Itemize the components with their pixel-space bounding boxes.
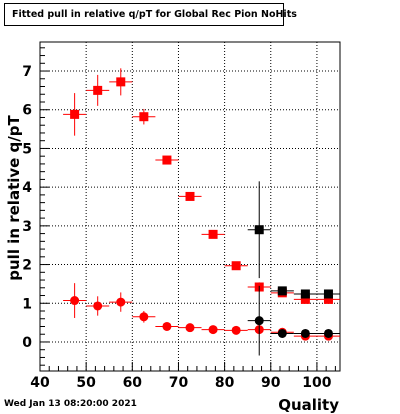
- x-tick-label: 90: [261, 375, 281, 391]
- data-point-circle: [231, 325, 241, 335]
- timestamp: Wed Jan 13 08:20:00 2021: [4, 399, 137, 409]
- x-tick-label: 100: [302, 375, 331, 391]
- data-point-circle: [300, 328, 310, 338]
- x-tick-label: 40: [30, 375, 50, 391]
- data-point-circle: [116, 297, 126, 307]
- x-tick-label: 60: [123, 375, 143, 391]
- data-point-square: [323, 294, 333, 304]
- data-point-circle: [162, 321, 172, 331]
- data-point-square: [70, 109, 80, 119]
- y-tick-label: 0: [22, 335, 32, 351]
- data-point-circle: [254, 316, 264, 326]
- series-4: [247, 285, 340, 356]
- title-box: Fitted pull in relative q/pT for Global …: [4, 3, 297, 26]
- x-axis-title: Quality: [278, 396, 339, 414]
- data-series: [63, 68, 340, 356]
- axis-ticks: 40 50 60 70 80 90 100 0 1 2 3 4 5 6 7: [22, 47, 336, 391]
- data-point-square: [300, 294, 310, 304]
- grid: [40, 42, 340, 371]
- x-tick-label: 50: [76, 375, 96, 391]
- data-point-square: [208, 229, 218, 239]
- data-point-circle: [93, 301, 103, 311]
- data-point-square: [162, 155, 172, 165]
- data-point-square: [139, 112, 149, 122]
- data-point-square: [254, 225, 264, 235]
- y-tick-label: 3: [22, 219, 32, 235]
- y-axis-title: pull in relative q/pT: [5, 114, 23, 280]
- data-point-square: [231, 261, 241, 271]
- x-tick-label: 80: [215, 375, 235, 391]
- data-point-square: [300, 289, 310, 299]
- series-1: [63, 68, 340, 304]
- data-point-circle: [277, 328, 287, 338]
- data-point-square: [185, 191, 195, 201]
- y-tick-label: 4: [22, 180, 32, 196]
- y-tick-label: 7: [22, 64, 32, 80]
- data-point-circle: [139, 312, 149, 322]
- plot-frame: [39, 41, 341, 372]
- data-point-circle: [185, 323, 195, 333]
- data-point-square: [116, 77, 126, 87]
- data-point-square: [277, 286, 287, 296]
- chart-title: Fitted pull in relative q/pT for Global …: [12, 9, 297, 20]
- data-point-circle: [70, 296, 80, 306]
- data-point-square: [323, 289, 333, 299]
- y-tick-label: 2: [22, 258, 32, 274]
- series-2: [63, 283, 340, 341]
- series-3: [247, 181, 340, 299]
- x-tick-label: 70: [169, 375, 189, 391]
- data-point-circle: [323, 328, 333, 338]
- y-tick-label: 5: [22, 141, 32, 157]
- y-tick-label: 1: [22, 296, 32, 312]
- data-point-square: [93, 85, 103, 95]
- y-tick-label: 6: [22, 103, 32, 119]
- data-point-circle: [208, 325, 218, 335]
